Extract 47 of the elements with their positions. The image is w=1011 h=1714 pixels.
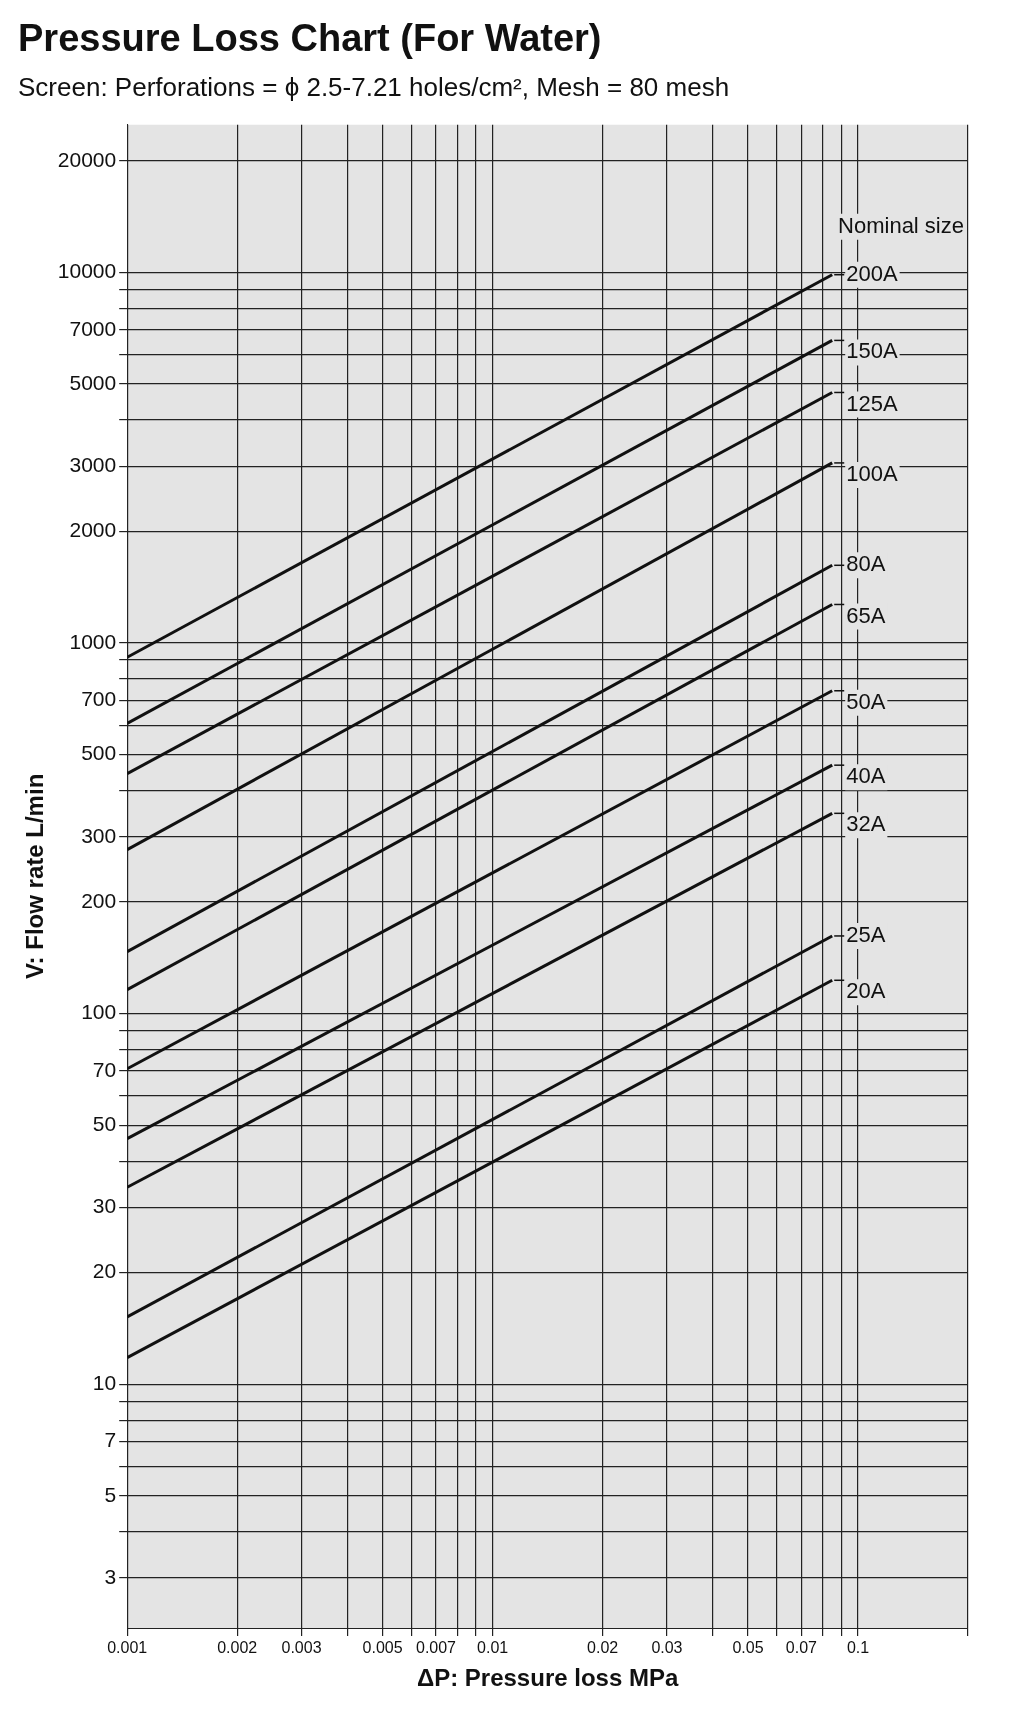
- y-tick-label: 300: [81, 823, 117, 847]
- legend-label: 80A: [846, 551, 886, 577]
- y-tick-label: 5000: [69, 370, 117, 394]
- y-tick-label: 7000: [69, 316, 117, 340]
- legend-label: 100A: [846, 460, 898, 486]
- y-tick-label: 10000: [57, 259, 117, 283]
- legend-title: Nominal size: [838, 212, 964, 238]
- x-tick-label: 0.003: [281, 1639, 322, 1657]
- y-tick-label: 7: [104, 1428, 117, 1452]
- legend-label: 65A: [846, 602, 886, 628]
- legend-label: 200A: [846, 260, 898, 286]
- chart-title: Pressure Loss Chart (For Water): [18, 17, 602, 60]
- x-tick-label: 0.001: [107, 1639, 148, 1657]
- y-tick-label: 700: [81, 687, 117, 711]
- x-tick-label: 0.03: [651, 1639, 683, 1657]
- y-tick-label: 20: [92, 1259, 117, 1283]
- x-tick-label: 0.01: [477, 1639, 509, 1657]
- y-tick-label: 1000: [69, 629, 117, 653]
- x-tick-label: 0.07: [785, 1639, 818, 1657]
- chart-subtitle: Screen: Perforations = ϕ 2.5-7.21 holes/cm², Mesh = 80 mesh: [18, 72, 730, 103]
- y-tick-label: 3000: [69, 452, 117, 476]
- x-tick-label: 0.02: [587, 1639, 619, 1657]
- y-axis-title: V: Flow rate L/min: [21, 773, 49, 980]
- y-tick-label: 200: [81, 888, 117, 912]
- legend-label: 32A: [846, 811, 886, 837]
- legend-label: 50A: [846, 688, 886, 714]
- legend-label: 125A: [846, 390, 898, 416]
- y-tick-label: 70: [92, 1057, 117, 1081]
- y-tick-label: 20000: [57, 147, 117, 171]
- x-tick-label: 0.005: [362, 1639, 403, 1657]
- y-tick-label: 5: [104, 1482, 117, 1506]
- y-tick-label: 100: [81, 1000, 117, 1024]
- legend-label: 150A: [846, 338, 898, 364]
- legend-label: 25A: [846, 922, 886, 948]
- y-tick-label: 500: [81, 741, 117, 765]
- x-tick-label: 0.1: [846, 1639, 870, 1657]
- y-tick-label: 50: [92, 1111, 117, 1135]
- x-tick-label: 0.002: [217, 1639, 258, 1657]
- x-axis-title: ΔP: Pressure loss MPa: [416, 1664, 679, 1692]
- x-tick-label: 0.007: [415, 1639, 457, 1657]
- y-tick-label: 10: [92, 1371, 117, 1395]
- y-tick-label: 30: [92, 1194, 117, 1218]
- legend-label: 40A: [846, 763, 886, 789]
- legend-label: 20A: [846, 978, 886, 1004]
- x-tick-label: 0.05: [732, 1639, 764, 1657]
- y-tick-label: 2000: [69, 518, 117, 542]
- y-tick-label: 3: [104, 1564, 117, 1588]
